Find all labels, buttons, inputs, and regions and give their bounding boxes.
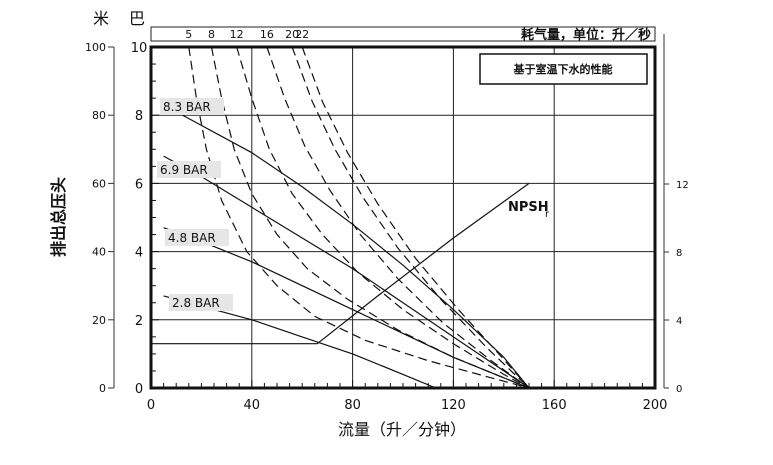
x-tick-label: 120 (441, 398, 466, 413)
grid (150, 46, 656, 389)
pressure-label: 4.8 BAR (168, 231, 216, 245)
meter-tick-label: 60 (92, 177, 106, 190)
right-tick-label: 8 (676, 248, 682, 259)
top-axis-box (150, 26, 656, 42)
air-consumption-label: 20 (285, 28, 299, 41)
legend-box (479, 53, 648, 85)
x-tick-label: 200 (643, 398, 668, 413)
pressure-label: 8.3 BAR (163, 100, 211, 114)
air-consumption-label: 22 (295, 28, 309, 41)
meter-tick-label: 100 (85, 41, 106, 54)
air-consumption-label: 16 (260, 28, 274, 41)
series-line (301, 46, 530, 389)
y-tick-label-bar: 2 (135, 314, 143, 329)
air-consumption-label: 8 (208, 28, 215, 41)
npsh-label: NPSH (508, 200, 549, 215)
bar-unit-label: 巴 (129, 9, 145, 28)
y-axis-label: 排出总压头 (49, 177, 68, 257)
x-axis-label: 流量（升／分钟） (338, 420, 466, 439)
y-tick-label-bar: 6 (135, 177, 143, 192)
right-tick-label: 4 (676, 316, 682, 327)
meter-unit-label: 米 (93, 9, 109, 28)
meter-tick-label: 20 (92, 314, 106, 327)
npsh-subscript: r (545, 209, 550, 220)
x-tick-label: 0 (147, 398, 155, 413)
top-axis-label: 耗气量，单位：升／秒 (521, 27, 651, 43)
y-tick-label-bar: 4 (135, 246, 143, 261)
air-consumption-label: 12 (230, 28, 244, 41)
y-tick-label-bar: 10 (131, 41, 148, 56)
series-line (210, 46, 530, 389)
pressure-label: 6.9 BAR (160, 163, 208, 177)
series-line (236, 46, 530, 389)
pressure-label-bg (157, 161, 221, 178)
y-tick-label-bar: 0 (135, 382, 143, 397)
series-line (266, 46, 530, 389)
x-tick-label: 80 (344, 398, 361, 413)
pressure-label-bg (165, 229, 229, 246)
air-consumption-label: 5 (185, 28, 192, 41)
x-tick-label: 40 (244, 398, 261, 413)
y-tick-label-bar: 8 (135, 109, 143, 124)
pressure-label: 2.8 BAR (172, 296, 220, 310)
plot-frame (149, 45, 657, 390)
meter-tick-label: 0 (99, 382, 106, 395)
right-tick-label: 12 (676, 180, 689, 191)
meter-tick-label: 40 (92, 246, 106, 259)
chart-title: 基于室温下水的性能 (513, 62, 613, 76)
series-line (291, 46, 530, 389)
meter-tick-label: 80 (92, 109, 106, 122)
series-line (188, 46, 530, 389)
pressure-label-bg (169, 294, 233, 311)
pressure-label-bg (160, 98, 224, 115)
x-tick-label: 160 (542, 398, 567, 413)
series-line (151, 182, 530, 345)
right-tick-label: 0 (676, 384, 682, 395)
series-line (163, 155, 530, 389)
series-line (163, 104, 530, 389)
